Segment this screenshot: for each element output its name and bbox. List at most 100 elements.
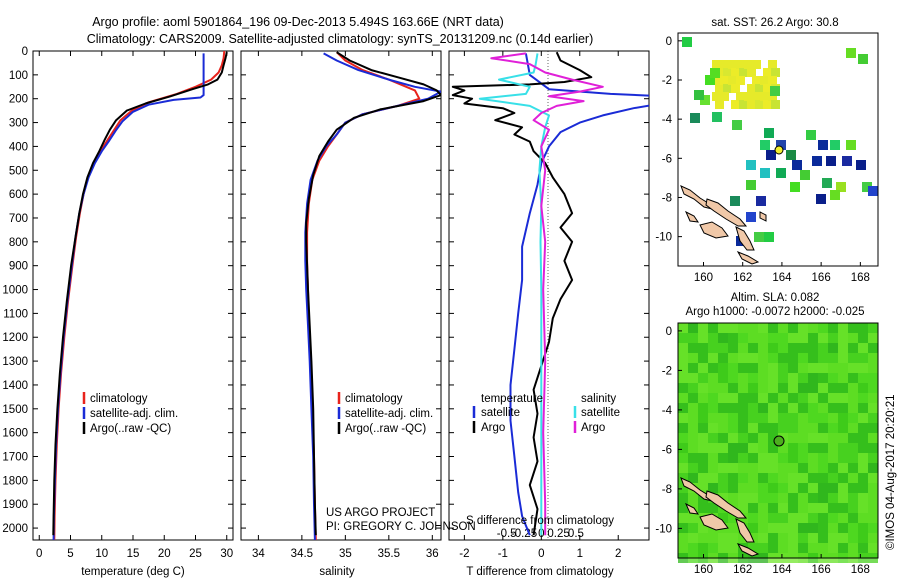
sla-cell [708,383,718,393]
x-tick-label: 10 [95,548,108,560]
sla-cell [778,403,788,413]
sla-cell [778,493,788,503]
sla-cell [798,503,808,513]
sla-cell [718,393,728,403]
sla-cell [728,363,738,373]
sla-cell [678,363,688,373]
sla-cell [748,533,758,543]
difference-xlabel-top: S difference from climatology [466,515,614,527]
sst-cell [746,180,756,190]
sla-cell [818,483,828,493]
sla-cell [748,513,758,523]
sla-cell [748,383,758,393]
sla-cell [758,503,768,513]
sla-cell [708,393,718,403]
sst-cell [776,140,786,150]
sla-cell [798,543,808,553]
sla-cell [858,383,868,393]
legend-label-sal-satellite: satellite [581,407,620,419]
sla-cell [728,483,738,493]
y-tick-label: -6 [662,444,672,456]
sla-cell [778,363,788,373]
sla-cell [808,363,818,373]
sla-cell [848,393,858,403]
sla-cell [728,423,738,433]
sla-cell [808,443,818,453]
x-tick-label: 160 [694,564,713,576]
sst-cell [846,48,856,58]
sla-cell [768,383,778,393]
sla-cell [748,493,758,503]
sla-cell [688,343,698,353]
sst-cell [744,92,753,101]
sla-cell [818,353,828,363]
sla-cell [758,443,768,453]
sla-cell [748,393,758,403]
sla-cell [718,363,728,373]
x-tick-label: 36 [426,548,439,560]
x-top-tick-label: 0.5 [568,528,584,540]
sla-map-panel: Altim. SLA: 0.082 Argo h1000: -0.0072 h2… [655,292,879,576]
sla-cell [858,343,868,353]
sla-cell [748,473,758,483]
series-line-satellite-adj-clim- [52,53,205,540]
sla-cell [848,443,858,453]
sla-cell [808,453,818,463]
sla-cell [798,383,808,393]
legend-title-salinity: salinity [581,393,616,405]
sla-cell [728,533,738,543]
y-tick-label: -6 [662,153,672,165]
sst-cell [712,76,721,85]
difference-axes-frame [448,50,650,541]
sla-cell [718,353,728,363]
sst-cell [763,100,772,109]
salinity-series [304,51,441,540]
sla-cell [778,463,788,473]
legend-label-climatology: climatology [345,393,403,405]
y-tick-label: 100 [9,70,28,82]
x-tick-label: 162 [733,272,752,284]
sla-cell [768,513,778,523]
sla-cell [688,373,698,383]
sla-cell [708,363,718,373]
sla-cell [778,413,788,423]
sla-cell [848,483,858,493]
sla-cell [778,453,788,463]
sla-cell [778,393,788,403]
sla-cell [818,443,828,453]
sla-cell [868,353,878,363]
sla-cell [718,463,728,473]
sla-cell [808,403,818,413]
sla-cell [838,363,848,373]
sla-cell [848,463,858,473]
sla-cell [798,433,808,443]
sst-cell [755,84,764,93]
sla-cell [728,473,738,483]
sla-cell [838,523,848,533]
sla-cell [768,423,778,433]
sla-cell [778,533,788,543]
sla-cell [868,543,878,553]
sla-cell [798,413,808,423]
x-tick-label: -1 [498,548,508,560]
sla-cell [708,463,718,473]
y-tick-label: 1600 [2,428,28,440]
sla-cell [688,393,698,403]
sla-cell [688,413,698,423]
sst-cell [747,100,756,109]
sla-cell [858,353,868,363]
sla-cell [778,543,788,553]
sla-cell [848,363,858,373]
sst-cell [792,160,802,170]
sla-cell [688,383,698,393]
island-guadalcanal [699,513,729,531]
sla-cell [768,413,778,423]
sst-cell [826,156,836,166]
sla-cell [838,543,848,553]
sla-cell [808,393,818,403]
sla-cell [718,443,728,453]
sst-cell [752,60,761,69]
sla-cell [768,353,778,363]
sst-cell [822,178,832,188]
sla-cell [848,453,858,463]
